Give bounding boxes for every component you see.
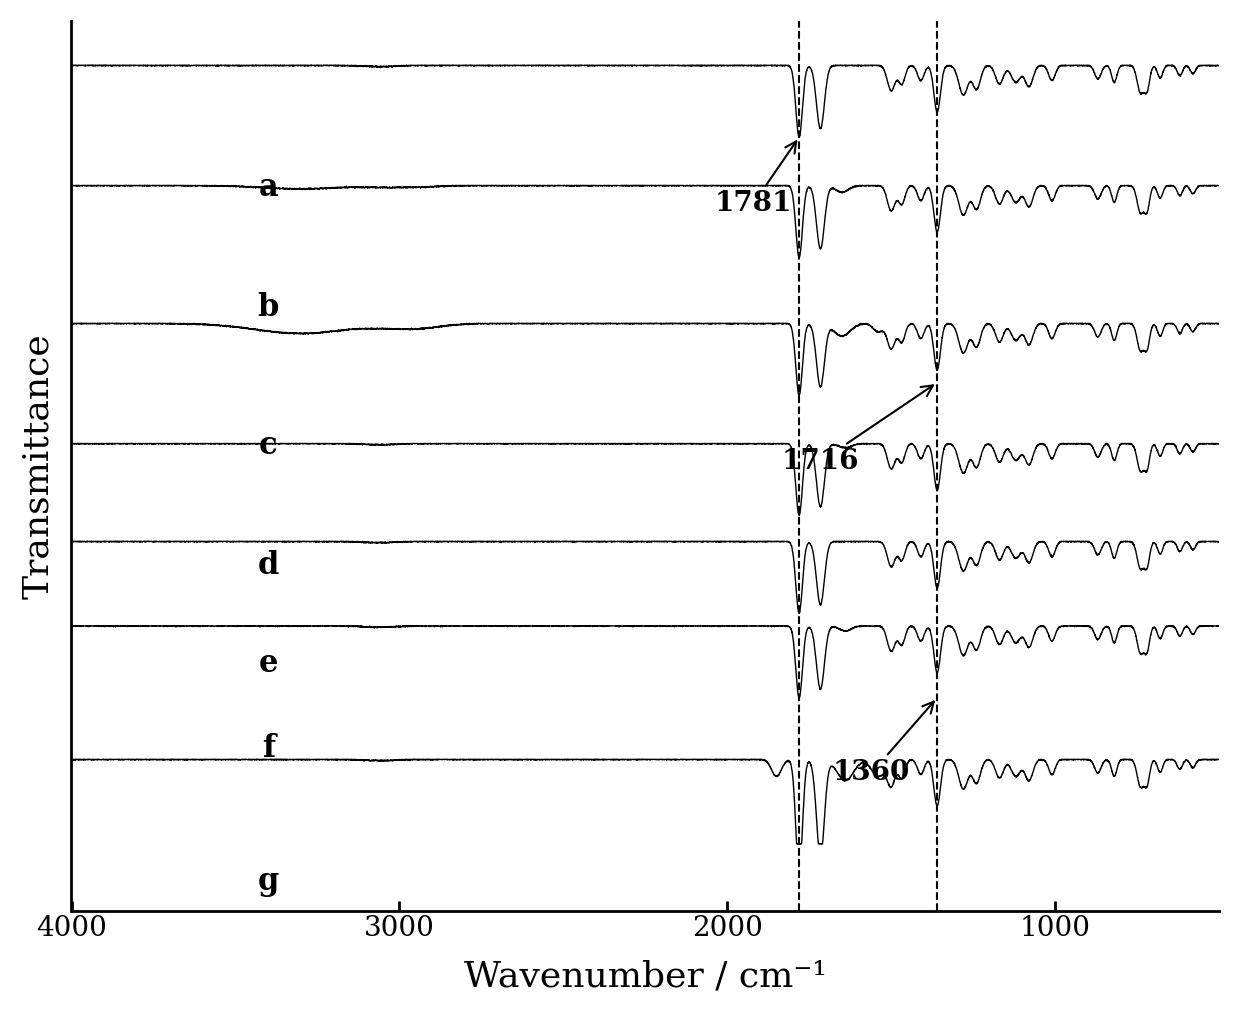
- Text: a: a: [258, 172, 278, 203]
- Y-axis label: Transmittance: Transmittance: [21, 333, 55, 598]
- Text: b: b: [258, 292, 279, 323]
- Text: f: f: [262, 733, 275, 764]
- Text: d: d: [258, 551, 279, 581]
- Text: e: e: [258, 648, 278, 679]
- Text: 1716: 1716: [781, 385, 932, 475]
- Text: g: g: [258, 866, 279, 897]
- Text: 1360: 1360: [833, 702, 934, 787]
- Text: c: c: [259, 430, 278, 461]
- Text: 1781: 1781: [714, 141, 796, 217]
- X-axis label: Wavenumber / cm⁻¹: Wavenumber / cm⁻¹: [464, 959, 827, 993]
